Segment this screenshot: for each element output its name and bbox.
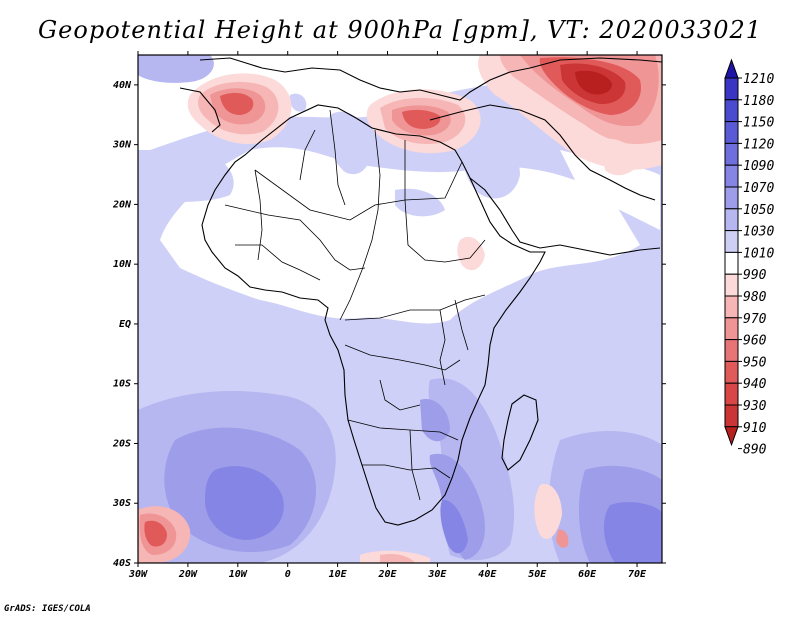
colorbar-swatch — [724, 339, 739, 362]
colorbar: 1210 1180 1150 1120 1090 1070 1050 1030 1010 990 9… — [724, 58, 774, 458]
lon-label: 30E — [427, 569, 447, 580]
colorbar-label: 890 — [743, 443, 767, 458]
colorbar-label: 910 — [743, 421, 767, 436]
coastlines — [179, 57, 662, 526]
madagascar-outline — [501, 394, 539, 471]
colorbar-label: 1150 — [743, 116, 774, 131]
colorbar-swatch — [724, 164, 739, 188]
colorbar-swatch — [724, 317, 739, 341]
colorbar-swatch — [724, 142, 739, 166]
lat-label: 20N — [112, 199, 132, 210]
lat-label: EQ — [119, 319, 131, 330]
lon-label: 30W — [128, 569, 148, 580]
map-title: Geopotential Height at 900hPa [gpm], VT:… — [38, 16, 762, 44]
footer-credit: GrADS: IGES/COLA — [4, 604, 91, 614]
colorbar-label: 960 — [743, 334, 767, 349]
colorbar-label: 980 — [743, 290, 767, 305]
lon-label: 20E — [377, 569, 397, 580]
lat-label: 40S — [113, 558, 131, 569]
contour-1070-1090 — [205, 466, 662, 563]
colorbar-label: 1050 — [743, 203, 774, 218]
colorbar-swatch — [724, 251, 739, 275]
country-borders — [224, 109, 486, 501]
colorbar-label: 1010 — [743, 246, 774, 261]
colorbar-swatch — [724, 273, 739, 297]
lon-label: 20W — [178, 569, 198, 580]
colorbar-swatch — [724, 77, 739, 101]
colorbar-label: 1090 — [743, 159, 774, 174]
colorbar-label: 1070 — [743, 181, 774, 196]
contour-low-spots — [360, 236, 569, 563]
colorbar-swatch — [724, 186, 739, 210]
latitude-axis: 40N 30N 20N 10N EQ 10S 20S 30S 40S — [112, 80, 666, 569]
colorbar-label: 1180 — [743, 94, 774, 109]
colorbar-label: 950 — [743, 355, 767, 370]
colorbar-label: 1120 — [743, 137, 774, 152]
contour-low-mediterranean — [366, 89, 481, 154]
lat-label: 30N — [112, 140, 132, 151]
lon-label: 70E — [628, 569, 647, 580]
lat-label: 20S — [112, 438, 131, 449]
lon-label: 10E — [329, 569, 348, 580]
colorbar-swatch — [724, 230, 739, 253]
contour-low-southwest — [138, 506, 191, 563]
longitude-axis: 30W 20W 10W 0 10E 20E 30E 40E 50E 60E 70E — [128, 51, 647, 580]
contour-low-morocco — [187, 73, 292, 145]
contour-1010-1030-pockets — [140, 93, 520, 217]
lon-label: 60E — [578, 569, 597, 580]
colorbar-swatch — [724, 295, 739, 319]
colorbar-swatch — [724, 382, 739, 406]
colorbar-label: 990 — [743, 268, 767, 283]
colorbar-label: 970 — [743, 312, 767, 327]
contour-low-east — [478, 55, 662, 176]
colorbar-swatch — [724, 360, 739, 384]
lon-label: 40E — [478, 569, 497, 580]
map-area — [138, 55, 662, 563]
colorbar-swatch — [724, 404, 739, 428]
colorbar-top-arrow — [724, 58, 739, 79]
lon-label: 50E — [528, 569, 547, 580]
colorbar-label: 940 — [743, 377, 767, 392]
lon-label: 10W — [229, 569, 248, 580]
lon-label: 0 — [285, 569, 291, 580]
colorbar-bottom-arrow — [724, 426, 739, 447]
colorbar-swatch — [724, 208, 739, 232]
colorbar-label: 930 — [743, 399, 767, 414]
colorbar-label: 1210 — [743, 72, 774, 87]
colorbar-swatch — [724, 121, 739, 144]
lat-label: 10S — [113, 379, 131, 390]
lat-label: 30S — [112, 498, 131, 509]
colorbar-swatch — [724, 99, 739, 123]
lat-label: 10N — [113, 259, 132, 270]
colorbar-label: 1030 — [743, 225, 774, 240]
map-frame — [137, 54, 663, 564]
lat-label: 40N — [113, 80, 132, 91]
